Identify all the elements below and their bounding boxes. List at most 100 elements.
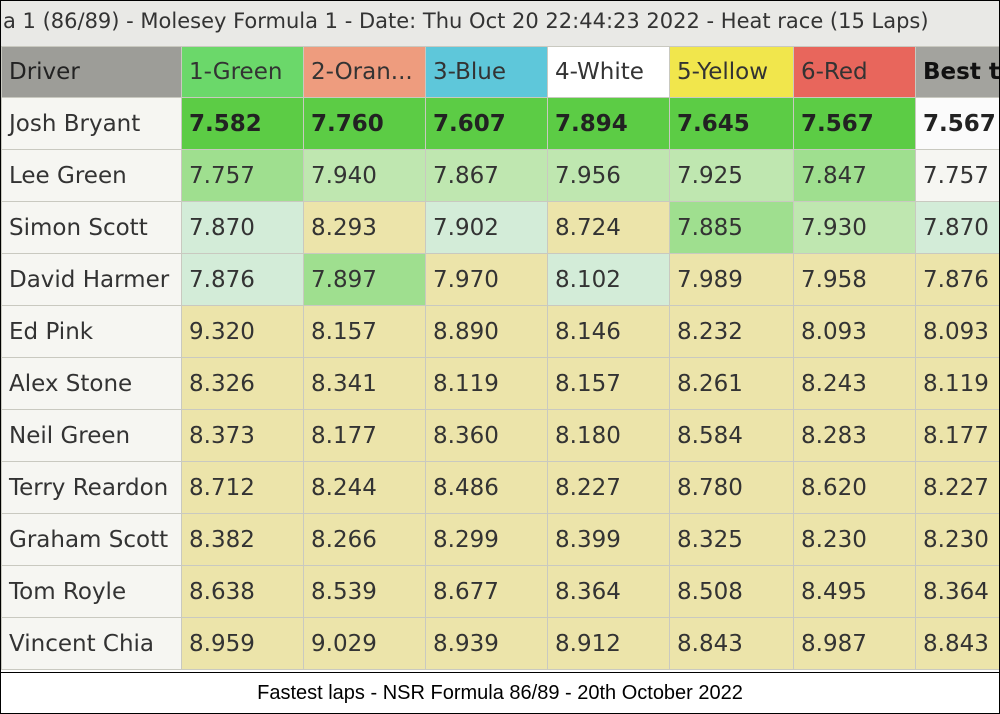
lap-table: Driver 1-Green 2-Oran... 3-Blue 4-White 5-Yel… (1, 46, 999, 670)
lap-time: 8.266 (303, 513, 426, 566)
driver-row: Ed Pink 9.320 8.157 8.890 8.146 8.232 8.093 8.0… (1, 305, 999, 358)
lap-time: 7.902 (425, 201, 548, 254)
lap-time: 8.890 (425, 305, 548, 358)
lap-time: 8.712 (181, 461, 304, 514)
best-time: 7.876 (915, 253, 999, 306)
driver-name: Neil Green (1, 409, 182, 462)
lap-time: 7.958 (793, 253, 916, 306)
lap-time: 8.584 (669, 409, 794, 462)
driver-row: Neil Green 8.373 8.177 8.360 8.180 8.584 8.283… (1, 409, 999, 462)
lap-time: 8.261 (669, 357, 794, 410)
column-header: 4-White (547, 46, 670, 98)
lap-time: 8.283 (793, 409, 916, 462)
best-time: 8.227 (915, 461, 999, 514)
caption: Fastest laps - NSR Formula 86/89 - 20th … (1, 672, 999, 713)
lap-time: 8.959 (181, 617, 304, 670)
column-header: 5-Yellow (669, 46, 794, 98)
lap-time: 8.227 (547, 461, 670, 514)
column-header: 2-Oran... (303, 46, 426, 98)
lap-time: 7.897 (303, 253, 426, 306)
best-time: 8.364 (915, 565, 999, 618)
column-header: Best ti (915, 46, 999, 98)
lap-time: 9.029 (303, 617, 426, 670)
driver-row: Terry Reardon 8.712 8.244 8.486 8.227 8.780 8.… (1, 461, 999, 514)
lap-time: 8.939 (425, 617, 548, 670)
lap-time: 7.582 (181, 97, 304, 150)
lap-time: 7.885 (669, 201, 794, 254)
driver-row: Josh Bryant 7.582 7.760 7.607 7.894 7.645 7.56… (1, 97, 999, 150)
driver-row: Tom Royle 8.638 8.539 8.677 8.364 8.508 8.495 8… (1, 565, 999, 618)
lap-time: 7.607 (425, 97, 548, 150)
driver-name: Lee Green (1, 149, 182, 202)
lap-time: 8.620 (793, 461, 916, 514)
lap-time: 8.326 (181, 357, 304, 410)
best-time: 8.230 (915, 513, 999, 566)
lap-time: 7.867 (425, 149, 548, 202)
lap-time: 8.325 (669, 513, 794, 566)
driver-name: Ed Pink (1, 305, 182, 358)
lap-time: 7.956 (547, 149, 670, 202)
driver-row: Lee Green 7.757 7.940 7.867 7.956 7.925 7.847 7… (1, 149, 999, 202)
lap-time: 7.925 (669, 149, 794, 202)
driver-name: Josh Bryant (1, 97, 182, 150)
lap-time: 8.360 (425, 409, 548, 462)
lap-time: 7.970 (425, 253, 548, 306)
lap-time: 8.341 (303, 357, 426, 410)
best-time: 7.757 (915, 149, 999, 202)
lap-time: 8.843 (669, 617, 794, 670)
lap-time: 8.373 (181, 409, 304, 462)
lap-time: 7.645 (669, 97, 794, 150)
lap-time: 8.912 (547, 617, 670, 670)
lap-time: 8.495 (793, 565, 916, 618)
lap-time: 8.180 (547, 409, 670, 462)
lap-time: 9.320 (181, 305, 304, 358)
driver-name: Alex Stone (1, 357, 182, 410)
column-header: 1-Green (181, 46, 304, 98)
driver-name: Graham Scott (1, 513, 182, 566)
lap-time: 8.382 (181, 513, 304, 566)
lap-time: 8.157 (303, 305, 426, 358)
lap-time: 8.119 (425, 357, 548, 410)
lap-time: 8.508 (669, 565, 794, 618)
lap-time: 7.940 (303, 149, 426, 202)
driver-name: Simon Scott (1, 201, 182, 254)
lap-time: 8.638 (181, 565, 304, 618)
column-header: 6-Red (793, 46, 916, 98)
lap-time: 8.093 (793, 305, 916, 358)
driver-row: Simon Scott 7.870 8.293 7.902 8.724 7.885 7.93… (1, 201, 999, 254)
lap-time: 8.102 (547, 253, 670, 306)
lap-time: 8.177 (303, 409, 426, 462)
lap-time: 7.567 (793, 97, 916, 150)
lap-time: 8.299 (425, 513, 548, 566)
lap-time: 8.364 (547, 565, 670, 618)
lap-time: 7.870 (181, 201, 304, 254)
lap-time: 7.847 (793, 149, 916, 202)
lap-time: 8.987 (793, 617, 916, 670)
lap-time: 8.146 (547, 305, 670, 358)
lap-time: 7.757 (181, 149, 304, 202)
best-time: 7.567 (915, 97, 999, 150)
column-header: Driver (1, 46, 182, 98)
best-time: 8.093 (915, 305, 999, 358)
lap-time: 8.780 (669, 461, 794, 514)
lap-time: 8.157 (547, 357, 670, 410)
lap-time: 8.677 (425, 565, 548, 618)
driver-row: Graham Scott 8.382 8.266 8.299 8.399 8.325 8.2… (1, 513, 999, 566)
lap-time: 8.243 (793, 357, 916, 410)
lap-time: 8.399 (547, 513, 670, 566)
lap-time: 7.876 (181, 253, 304, 306)
column-header: 3-Blue (425, 46, 548, 98)
best-time: 8.119 (915, 357, 999, 410)
lap-time: 7.930 (793, 201, 916, 254)
driver-row: David Harmer 7.876 7.897 7.970 8.102 7.989 7.9… (1, 253, 999, 306)
lap-time: 8.244 (303, 461, 426, 514)
lap-time: 7.760 (303, 97, 426, 150)
lap-time: 7.894 (547, 97, 670, 150)
best-time: 8.843 (915, 617, 999, 670)
lap-time: 8.293 (303, 201, 426, 254)
driver-name: Tom Royle (1, 565, 182, 618)
best-time: 8.177 (915, 409, 999, 462)
driver-row: Alex Stone 8.326 8.341 8.119 8.157 8.261 8.243… (1, 357, 999, 410)
driver-name: Terry Reardon (1, 461, 182, 514)
